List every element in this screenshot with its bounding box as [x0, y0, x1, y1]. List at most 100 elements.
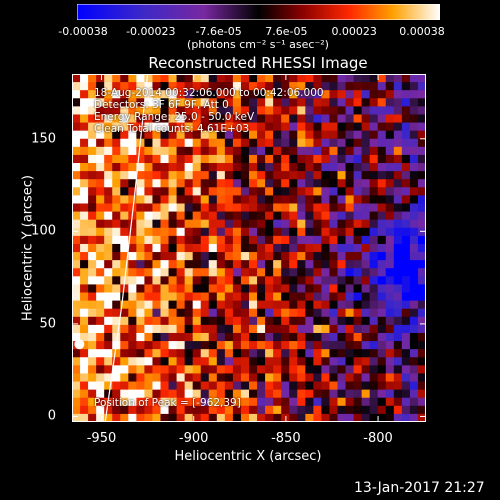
heatmap-cell	[265, 268, 274, 277]
heatmap-cell	[184, 130, 194, 140]
heatmap-cell	[417, 203, 426, 213]
heatmap-cell	[184, 341, 194, 350]
heatmap-cell	[104, 203, 113, 213]
heatmap-cell	[401, 373, 411, 383]
heatmap-cell	[80, 130, 89, 140]
heatmap-cell	[168, 268, 178, 277]
heatmap-cell	[289, 106, 298, 116]
heatmap-cell	[369, 413, 379, 422]
heatmap-cell	[112, 308, 121, 318]
heatmap-cell	[120, 284, 129, 294]
heatmap-cell	[216, 243, 226, 253]
heatmap-cell	[329, 349, 339, 358]
heatmap-cell	[112, 74, 121, 83]
heatmap-cell	[224, 308, 234, 318]
heatmap-cell	[152, 405, 162, 415]
heatmap-cell	[176, 397, 186, 407]
heatmap-cell	[385, 397, 395, 407]
heatmap-cell	[128, 292, 137, 302]
heatmap-cell	[377, 98, 387, 107]
heatmap-cell	[417, 235, 426, 245]
heatmap-cell	[281, 381, 290, 391]
heatmap-cell	[160, 381, 170, 391]
heatmap-cell	[96, 397, 105, 407]
heatmap-cell	[136, 98, 146, 107]
heatmap-cell	[313, 260, 323, 269]
heatmap-cell	[128, 316, 137, 326]
heatmap-cell	[377, 187, 387, 196]
heatmap-cell	[337, 98, 347, 107]
heatmap-cell	[208, 357, 218, 366]
heatmap-cell	[249, 130, 258, 140]
heatmap-cell	[401, 163, 411, 172]
heatmap-cell	[216, 349, 226, 358]
heatmap-cell	[273, 308, 282, 318]
heatmap-cell	[337, 413, 347, 422]
heatmap-cell	[257, 324, 266, 334]
heatmap-cell	[184, 276, 194, 286]
heatmap-cell	[345, 316, 355, 326]
heatmap-cell	[257, 332, 266, 342]
heatmap-cell	[345, 171, 355, 180]
heatmap-cell	[305, 138, 314, 148]
heatmap-cell	[401, 74, 411, 83]
heatmap-cell	[80, 292, 89, 302]
heatmap-cell	[353, 260, 363, 269]
heatmap-cell	[104, 235, 113, 245]
heatmap-cell	[353, 357, 363, 366]
heatmap-cell	[385, 413, 395, 422]
heatmap-cell	[112, 146, 121, 156]
heatmap-cell	[249, 195, 258, 205]
heatmap-cell	[80, 195, 89, 205]
heatmap-cell	[273, 163, 282, 172]
colorbar-tick-label: -7.6e-05	[195, 25, 242, 38]
heatmap-cell	[176, 154, 186, 164]
heatmap-cell	[72, 413, 81, 422]
heatmap-cell	[281, 146, 290, 156]
heatmap-cell	[305, 195, 314, 205]
heatmap-cell	[417, 276, 426, 286]
heatmap-cell	[281, 341, 290, 350]
heatmap-cell	[200, 389, 210, 399]
heatmap-cell	[144, 203, 154, 213]
heatmap-cell	[329, 357, 339, 366]
heatmap-cell	[385, 349, 395, 358]
heatmap-cell	[152, 341, 162, 350]
heatmap-cell	[369, 332, 379, 342]
heatmap-cell	[176, 389, 186, 399]
heatmap-cell	[224, 122, 234, 132]
heatmap-cell	[216, 332, 226, 342]
heatmap-cell	[369, 324, 379, 334]
heatmap-cell	[80, 179, 89, 188]
heatmap-cell	[224, 381, 234, 391]
heatmap-cell	[265, 308, 274, 318]
heatmap-cell	[88, 227, 97, 237]
heatmap-cell	[321, 284, 331, 294]
heatmap-cell	[200, 90, 210, 99]
heatmap-cell	[184, 195, 194, 205]
heatmap-cell	[168, 284, 178, 294]
heatmap-cell	[88, 243, 97, 253]
heatmap-cell	[136, 219, 146, 229]
heatmap-cell	[136, 260, 146, 269]
heatmap-cell	[417, 292, 426, 302]
heatmap-cell	[281, 227, 290, 237]
heatmap-cell	[305, 324, 314, 334]
heatmap-cell	[96, 260, 105, 269]
heatmap-cell	[249, 389, 258, 399]
heatmap-cell	[393, 276, 403, 286]
heatmap-cell	[216, 138, 226, 148]
heatmap-cell	[168, 357, 178, 366]
heatmap-cell	[281, 260, 290, 269]
heatmap-cell	[96, 292, 105, 302]
heatmap-cell	[120, 130, 129, 140]
heatmap-cell	[184, 154, 194, 164]
heatmap-cell	[80, 90, 89, 99]
heatmap-cell	[216, 300, 226, 310]
heatmap-cell	[120, 365, 129, 375]
heatmap-cell	[361, 235, 371, 245]
heatmap-cell	[297, 389, 306, 399]
heatmap-cell	[401, 114, 411, 124]
heatmap-cell	[393, 349, 403, 358]
heatmap-cell	[345, 114, 355, 124]
